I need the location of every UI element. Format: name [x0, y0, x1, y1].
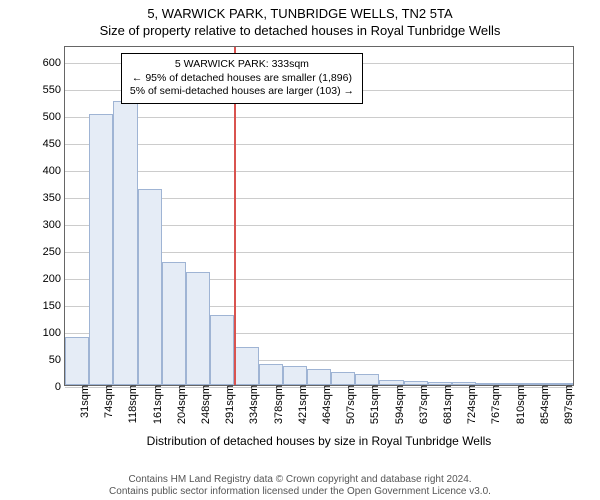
x-tick-label: 464sqm	[317, 385, 333, 424]
histogram-bar	[186, 272, 210, 385]
y-tick-label: 450	[43, 138, 65, 150]
x-tick-label: 421sqm	[293, 385, 309, 424]
y-tick-label: 400	[43, 165, 65, 177]
x-tick-label: 810sqm	[511, 385, 527, 424]
histogram-bar	[162, 262, 186, 385]
histogram-bar	[379, 380, 403, 385]
y-tick-label: 150	[43, 300, 65, 312]
y-tick-label: 50	[49, 354, 65, 366]
y-tick-label: 250	[43, 246, 65, 258]
histogram-bar	[549, 383, 573, 385]
x-tick-label: 897sqm	[559, 385, 575, 424]
y-tick-label: 600	[43, 57, 65, 69]
y-tick-label: 500	[43, 111, 65, 123]
x-tick-label: 594sqm	[390, 385, 406, 424]
histogram-bar	[476, 383, 500, 385]
y-tick-label: 300	[43, 219, 65, 231]
x-tick-label: 248sqm	[196, 385, 212, 424]
x-axis-label: Distribution of detached houses by size …	[64, 434, 574, 448]
y-tick-label: 100	[43, 327, 65, 339]
x-tick-label: 378sqm	[269, 385, 285, 424]
histogram-bar	[331, 372, 355, 385]
plot-area: 5 WARWICK PARK: 333sqm ← 95% of detached…	[64, 46, 574, 386]
y-tick-label: 200	[43, 273, 65, 285]
histogram-bar	[452, 382, 476, 385]
x-tick-label: 854sqm	[535, 385, 551, 424]
annotation-line1: ← 95% of detached houses are smaller (1,…	[130, 72, 354, 86]
histogram-bar	[89, 114, 113, 385]
x-tick-label: 291sqm	[220, 385, 236, 424]
x-tick-label: 161sqm	[148, 385, 164, 424]
annotation-title: 5 WARWICK PARK: 333sqm	[130, 58, 354, 72]
x-tick-label: 681sqm	[438, 385, 454, 424]
annotation-line2: 5% of semi-detached houses are larger (1…	[130, 85, 354, 99]
chart-title-line1: 5, WARWICK PARK, TUNBRIDGE WELLS, TN2 5T…	[0, 6, 600, 21]
histogram-bar	[355, 374, 379, 385]
x-tick-label: 31sqm	[75, 385, 91, 418]
x-tick-label: 334sqm	[244, 385, 260, 424]
histogram-bar	[525, 383, 549, 385]
x-tick-label: 724sqm	[462, 385, 478, 424]
footer-line2: Contains public sector information licen…	[0, 486, 600, 498]
chart-title-block: 5, WARWICK PARK, TUNBRIDGE WELLS, TN2 5T…	[0, 0, 600, 38]
histogram-bar	[404, 381, 428, 385]
histogram-bar	[138, 189, 162, 385]
x-tick-label: 551sqm	[365, 385, 381, 424]
histogram-bar	[210, 315, 234, 385]
histogram-bar	[234, 347, 258, 385]
y-tick-label: 350	[43, 192, 65, 204]
x-tick-label: 507sqm	[341, 385, 357, 424]
histogram-bar	[65, 337, 89, 385]
annotation-box: 5 WARWICK PARK: 333sqm ← 95% of detached…	[121, 53, 363, 104]
histogram-bar	[307, 369, 331, 385]
histogram-bar	[500, 383, 524, 385]
x-tick-label: 637sqm	[414, 385, 430, 424]
x-tick-label: 767sqm	[486, 385, 502, 424]
histogram-bar	[428, 382, 452, 385]
histogram-bar	[259, 364, 283, 385]
histogram-bar	[113, 101, 137, 385]
chart-area: Number of detached properties 5 WARWICK …	[34, 46, 584, 446]
histogram-bar	[283, 366, 307, 385]
footer-line1: Contains HM Land Registry data © Crown c…	[0, 474, 600, 486]
footer-attribution: Contains HM Land Registry data © Crown c…	[0, 474, 600, 498]
y-tick-label: 0	[55, 381, 65, 393]
x-tick-label: 118sqm	[123, 385, 139, 423]
x-tick-label: 204sqm	[172, 385, 188, 424]
y-tick-label: 550	[43, 84, 65, 96]
x-tick-label: 74sqm	[99, 385, 115, 418]
chart-title-line2: Size of property relative to detached ho…	[0, 23, 600, 38]
